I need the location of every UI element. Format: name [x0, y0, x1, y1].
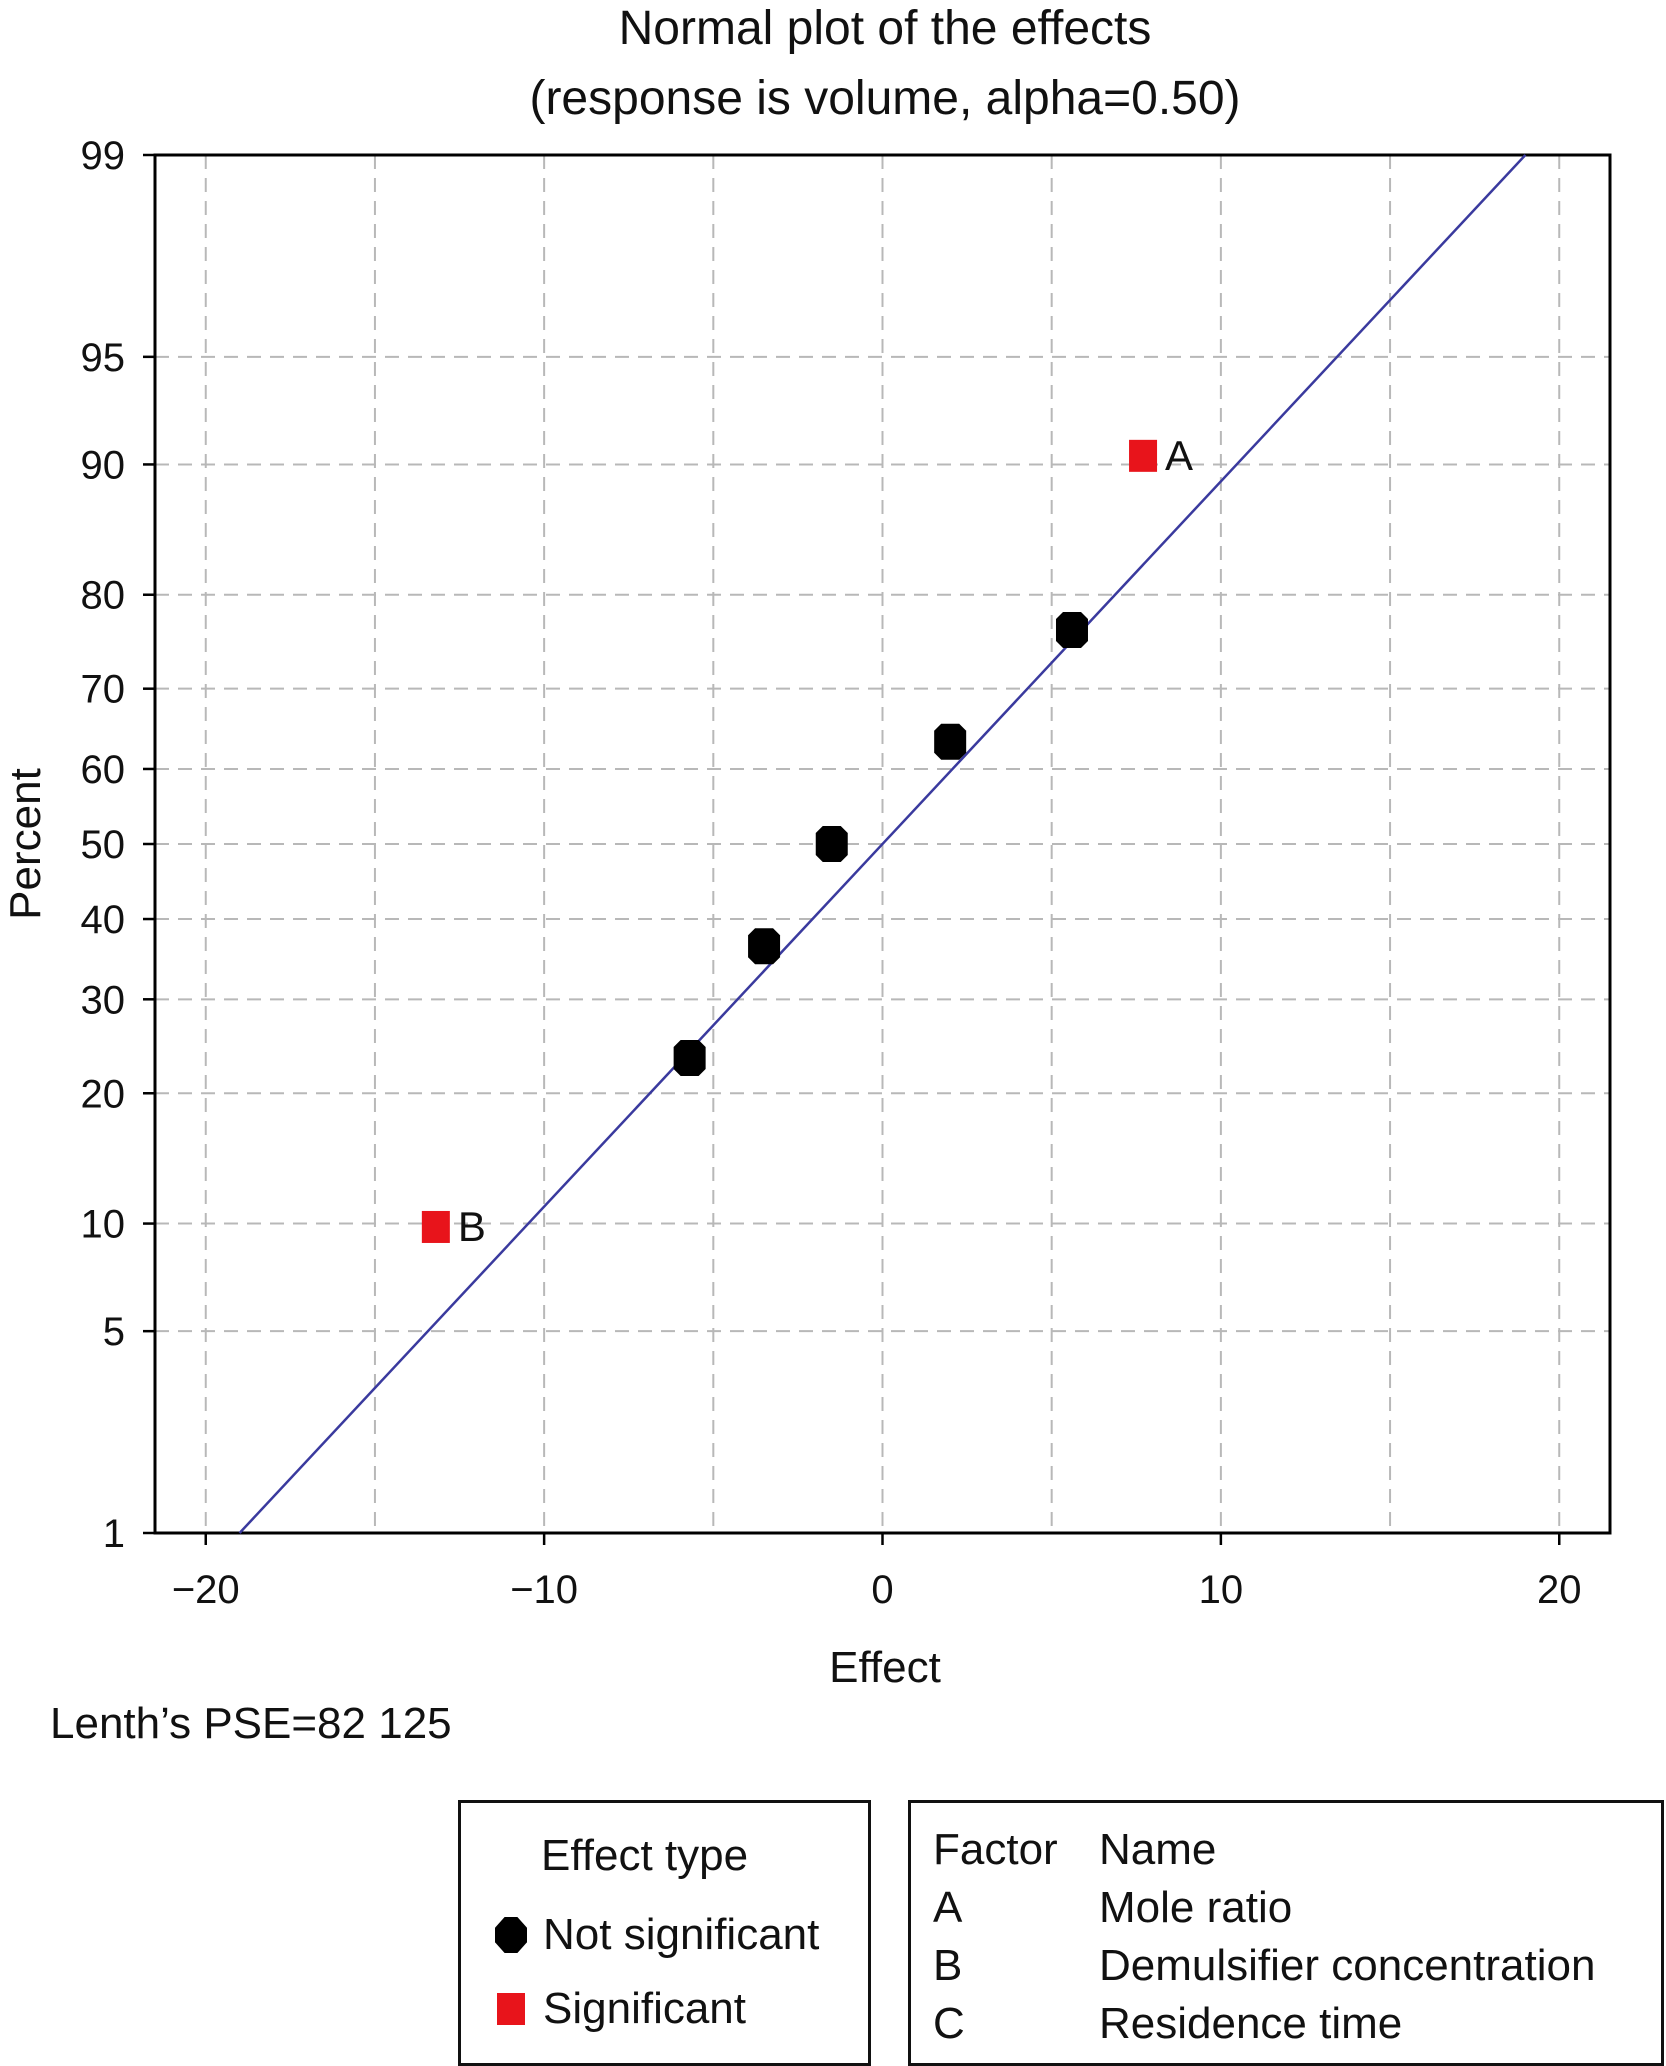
- x-tick-label: −10: [510, 1568, 578, 1612]
- y-tick-label: 60: [81, 748, 126, 792]
- factor-code: A: [933, 1883, 963, 1932]
- factor-table-header: Factor Name: [933, 1821, 1595, 1879]
- not-significant-point: [934, 723, 967, 760]
- significant-point: [1129, 439, 1158, 472]
- chart-subtitle: (response is volume, alpha=0.50): [529, 72, 1240, 125]
- x-axis-label: Effect: [829, 1643, 941, 1692]
- y-tick-label: 99: [81, 134, 126, 178]
- factor-name: Demulsifier concentration: [1099, 1941, 1596, 1990]
- y-tick-label: 95: [81, 336, 126, 380]
- x-tick-label: 20: [1537, 1568, 1582, 1612]
- factor-table: Factor Name A Mole ratio B Demulsifier c…: [933, 1821, 1595, 2053]
- normal-effects-plot: Normal plot of the effects (response is …: [1, 2, 1612, 1748]
- y-tick-label: 5: [103, 1310, 125, 1354]
- effect-legend-title: Effect type: [541, 1831, 749, 1880]
- x-tick-label: 0: [871, 1568, 893, 1612]
- not-significant-point: [1055, 612, 1088, 649]
- factor-row: C Residence time: [933, 1995, 1595, 2053]
- y-tick-label: 50: [81, 823, 126, 867]
- x-tick-label: −20: [172, 1568, 240, 1612]
- red-square-icon: [497, 1993, 525, 2025]
- y-tick-label: 80: [81, 574, 126, 618]
- black-octagon-icon: [495, 1917, 527, 1953]
- point-label: B: [458, 1203, 486, 1250]
- x-tick-label: 10: [1199, 1568, 1244, 1612]
- y-tick-label: 1: [103, 1512, 125, 1556]
- legend-entry-not-significant: Not significant: [483, 1905, 819, 1965]
- legend-label-not-significant: Not significant: [543, 1910, 820, 1959]
- y-tick-label: 10: [81, 1203, 126, 1247]
- y-tick-label: 40: [81, 898, 126, 942]
- legend-entry-significant: Significant: [483, 1979, 746, 2039]
- y-tick-label: 20: [81, 1072, 126, 1116]
- factor-header: Factor: [933, 1825, 1058, 1874]
- point-label: A: [1165, 432, 1193, 479]
- fitted-line: [238, 154, 1527, 1534]
- effect-type-legend: Effect type Not significant Significant: [458, 1800, 871, 2066]
- lenth-pse-annotation: Lenth’s PSE=82 125: [50, 1699, 452, 1748]
- factor-name: Residence time: [1099, 1999, 1403, 2048]
- factor-code: B: [933, 1941, 963, 1990]
- grid: [155, 155, 1610, 1533]
- factor-row: B Demulsifier concentration: [933, 1937, 1595, 1995]
- not-significant-point: [815, 826, 848, 862]
- factor-code: C: [933, 1999, 965, 2048]
- factor-row: A Mole ratio: [933, 1879, 1595, 1937]
- chart-title: Normal plot of the effects: [619, 2, 1152, 55]
- data-points: AB: [421, 432, 1193, 1250]
- not-significant-point: [673, 1039, 706, 1076]
- significant-point: [421, 1210, 450, 1243]
- legend-label-significant: Significant: [543, 1984, 747, 2033]
- y-axis-label: Percent: [1, 768, 50, 920]
- factor-legend: Factor Name A Mole ratio B Demulsifier c…: [908, 1800, 1664, 2066]
- name-header: Name: [1099, 1825, 1217, 1874]
- y-tick-label: 30: [81, 978, 126, 1022]
- factor-name: Mole ratio: [1099, 1883, 1293, 1932]
- y-tick-label: 70: [81, 668, 126, 712]
- not-significant-point: [748, 928, 781, 965]
- y-tick-label: 90: [81, 443, 126, 487]
- axis-ticks: 1 5 10 20 30 40 50 60 70 80 90 95 99 −20 −10 0 10 20: [81, 134, 1582, 1612]
